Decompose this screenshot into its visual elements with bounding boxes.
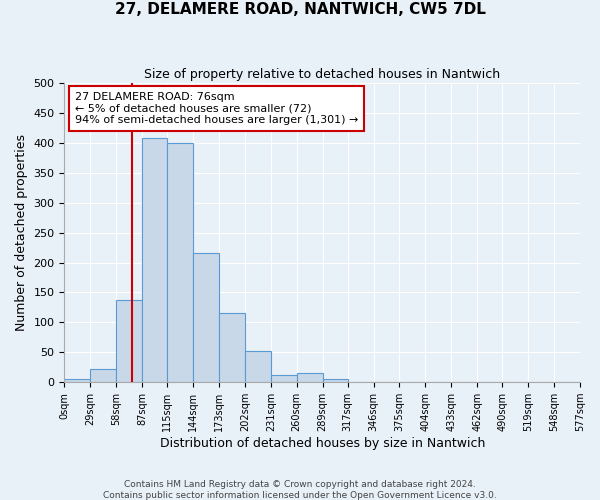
- X-axis label: Distribution of detached houses by size in Nantwich: Distribution of detached houses by size …: [160, 437, 485, 450]
- Bar: [297, 372, 323, 382]
- Text: 27, DELAMERE ROAD, NANTWICH, CW5 7DL: 27, DELAMERE ROAD, NANTWICH, CW5 7DL: [115, 2, 485, 18]
- Bar: [219, 314, 245, 382]
- Bar: [323, 379, 347, 382]
- Bar: [245, 351, 271, 382]
- Bar: [142, 138, 167, 382]
- Text: Contains HM Land Registry data © Crown copyright and database right 2024.
Contai: Contains HM Land Registry data © Crown c…: [103, 480, 497, 500]
- Bar: [167, 143, 193, 382]
- Bar: [64, 379, 91, 382]
- Y-axis label: Number of detached properties: Number of detached properties: [15, 134, 28, 331]
- Bar: [193, 253, 219, 382]
- Text: 27 DELAMERE ROAD: 76sqm
← 5% of detached houses are smaller (72)
94% of semi-det: 27 DELAMERE ROAD: 76sqm ← 5% of detached…: [75, 92, 358, 125]
- Bar: [116, 300, 142, 382]
- Bar: [91, 369, 116, 382]
- Bar: [271, 375, 297, 382]
- Title: Size of property relative to detached houses in Nantwich: Size of property relative to detached ho…: [144, 68, 500, 80]
